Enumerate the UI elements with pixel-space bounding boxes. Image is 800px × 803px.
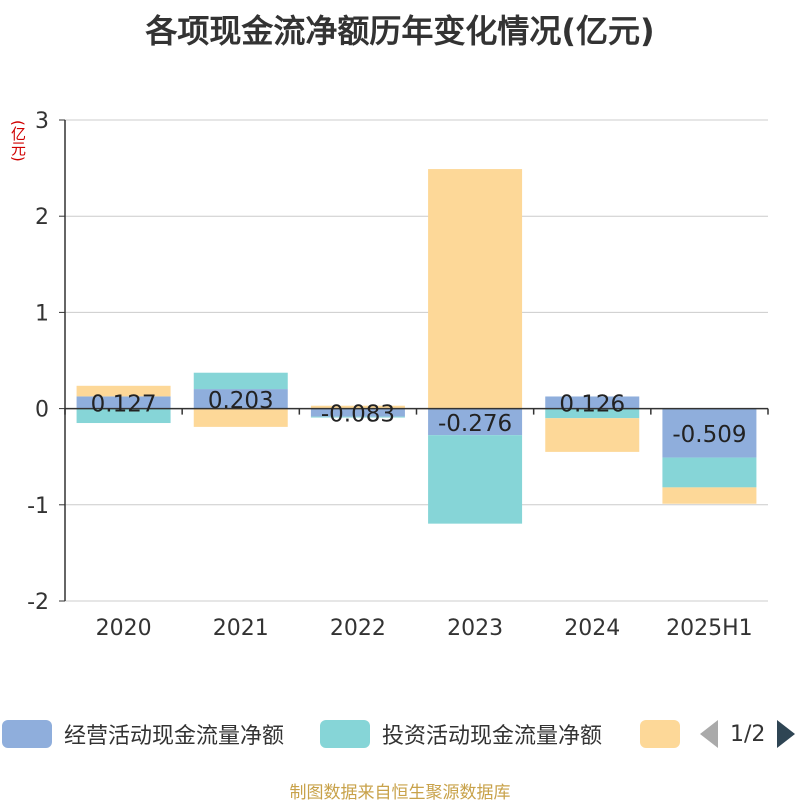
y-tick-label: -1: [27, 494, 49, 519]
data-source-note: 制图数据来自恒生聚源数据库: [289, 783, 511, 803]
legend-swatch-investing: [320, 720, 370, 748]
bar-segment: [428, 435, 523, 524]
data-label: -0.083: [321, 402, 395, 428]
bar-segment: [193, 372, 288, 390]
data-label: -0.509: [672, 422, 746, 448]
legend-item-operating[interactable]: 经营活动现金流量净额: [2, 716, 284, 752]
legend-swatch-third-series: [640, 720, 680, 748]
x-tick-label: 2025H1: [666, 616, 753, 641]
bar-segment: [545, 396, 640, 409]
bar-segment: [76, 408, 171, 424]
bar-segment: [662, 487, 757, 504]
x-tick-label: 2023: [447, 616, 503, 641]
bar-segment: [76, 396, 171, 409]
data-label: 0.203: [208, 388, 274, 414]
legend-page-indicator: 1/2: [730, 721, 766, 747]
legend: 经营活动现金流量净额 投资活动现金流量净额: [0, 716, 800, 752]
x-tick-label: 2022: [330, 616, 386, 641]
legend-prev-page-icon[interactable]: [700, 720, 718, 748]
bar-segment: [193, 408, 288, 427]
legend-item-investing[interactable]: 投资活动现金流量净额: [320, 716, 602, 752]
legend-label-investing: 投资活动现金流量净额: [382, 724, 603, 749]
bar-segment: [545, 418, 640, 452]
y-tick-label: 3: [35, 109, 49, 134]
legend-pager: 1/2: [700, 716, 796, 752]
bar-segment: [76, 385, 171, 397]
legend-item-third-series[interactable]: [640, 716, 680, 752]
legend-swatch-operating: [2, 720, 52, 748]
x-tick-label: 2020: [96, 616, 152, 641]
y-tick-label: 1: [35, 301, 49, 326]
bar-segment: [310, 408, 405, 417]
bar-segment: [428, 408, 523, 436]
bar-segment: [310, 405, 405, 409]
y-axis-unit-label: (亿元): [9, 120, 27, 162]
y-tick-label: 0: [35, 398, 49, 423]
bar-segment: [662, 408, 757, 458]
bar-segment: [428, 169, 523, 409]
x-tick-label: 2021: [213, 616, 269, 641]
y-tick-label: 2: [35, 205, 49, 230]
bar-segment: [662, 457, 757, 488]
cashflow-bar-chart: -2 -1 0 1 2 3 2020 2021 2022 2023 2024 2025H1 0.127 0…: [27, 109, 769, 641]
bar-segment: [193, 389, 288, 409]
chart-title: 各项现金流净额历年变化情况(亿元): [145, 12, 655, 50]
bar-segment: [310, 416, 405, 418]
legend-next-page-icon[interactable]: [777, 720, 796, 748]
data-label: -0.276: [438, 411, 512, 437]
x-tick-label: 2024: [564, 616, 620, 641]
legend-label-operating: 经营活动现金流量净额: [64, 724, 285, 749]
bar-segment: [545, 408, 640, 419]
data-label: 0.127: [91, 391, 157, 417]
y-tick-label: -2: [27, 590, 49, 615]
data-label: 0.126: [559, 392, 625, 418]
